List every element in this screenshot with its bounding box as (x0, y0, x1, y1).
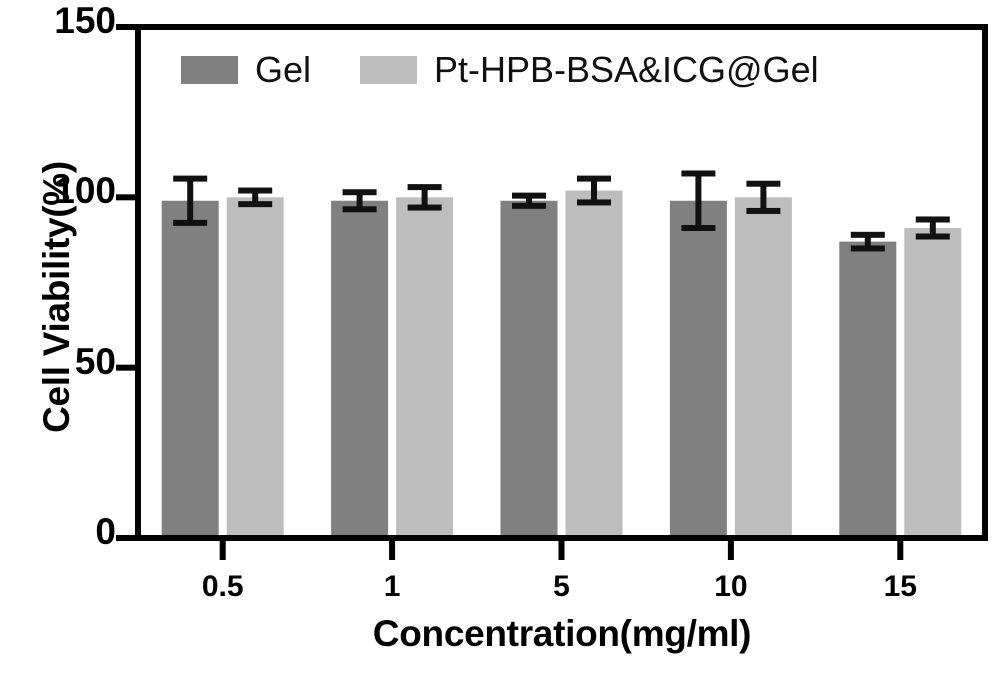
x-axis-title: Concentration(mg/ml) (372, 613, 752, 654)
x-tick-mark (219, 538, 226, 560)
error-bar-cap-upper (407, 184, 442, 191)
x-tick-label: 5 (553, 570, 570, 603)
error-bar-cap-lower (850, 245, 885, 252)
error-bar-line (591, 178, 597, 203)
error-bar-cap-lower (577, 199, 611, 206)
error-bar-cap-upper (342, 189, 377, 196)
error-bar-cap-upper (746, 180, 781, 187)
x-tick-label: 10 (714, 570, 748, 603)
error-bar-cap-upper (173, 175, 208, 182)
x-tick-mark (389, 538, 396, 560)
error-bar-line (864, 234, 871, 249)
error-bar-line (929, 219, 936, 237)
error-bar-cap-lower (173, 219, 208, 226)
error-bar-line (356, 192, 363, 210)
x-tick-label: 0.5 (201, 570, 244, 603)
legend-label: Pt-HPB-BSA&ICG@Gel (434, 49, 819, 90)
y-tick-label-text: 150 (54, 0, 116, 41)
right-spine (982, 24, 988, 541)
error-bar-line (421, 187, 428, 208)
error-bar-cap-upper (577, 175, 611, 182)
error-bar-cap-upper (238, 187, 273, 194)
error-bar-cap-lower (512, 202, 546, 209)
bar-pt-hpb-bsa-icg-gel-1 (396, 197, 454, 536)
error-bar-line (187, 178, 194, 223)
x-tick-mark (897, 538, 904, 560)
error-bar-cap-lower (681, 224, 716, 231)
bar-gel-10 (669, 200, 727, 536)
bar-gel-1 (331, 200, 389, 536)
error-bar-cap-lower (746, 207, 781, 214)
error-bar-line (526, 195, 532, 206)
y-tick-mark (116, 364, 138, 371)
error-bar-line (695, 173, 702, 228)
bar-pt-hpb-bsa-icg-gel-15 (904, 227, 962, 535)
legend-label: Gel (255, 49, 312, 90)
legend-item-2[interactable]: Pt-HPB-BSA&ICG@Gel (360, 52, 819, 88)
error-bar-cap-upper (681, 170, 716, 177)
y-tick-mark (116, 535, 138, 541)
y-tick-mark (116, 24, 138, 30)
x-tick-label: 15 (883, 570, 917, 603)
error-bar-cap-lower (407, 204, 442, 211)
legend-swatch-icon (360, 56, 417, 84)
top-spine (135, 24, 988, 30)
legend-swatch-icon (181, 56, 238, 84)
error-bar-cap-upper (850, 231, 885, 238)
bar-gel-0.5 (161, 200, 219, 536)
error-bar-line (760, 183, 767, 211)
bar-gel-5 (500, 200, 558, 536)
error-bar-cap-lower (342, 206, 377, 213)
y-axis-spine (135, 24, 141, 541)
bar-pt-hpb-bsa-icg-gel-0.5 (226, 197, 284, 536)
x-tick-mark (558, 538, 565, 560)
y-tick-mark (116, 194, 138, 201)
error-bar-cap-upper (512, 192, 546, 199)
error-bar-cap-lower (915, 233, 950, 240)
legend-item-1[interactable]: Gel (181, 52, 311, 88)
error-bar-cap-upper (915, 216, 950, 223)
y-tick-label-text: 100 (54, 170, 116, 212)
y-tick-label-text: 50 (74, 340, 116, 382)
bar-gel-15 (839, 241, 897, 535)
x-tick-mark (727, 538, 734, 560)
bar-pt-hpb-bsa-icg-gel-10 (734, 197, 792, 536)
bar-pt-hpb-bsa-icg-gel-5 (565, 190, 623, 535)
x-tick-label: 1 (383, 570, 401, 603)
error-bar-cap-lower (238, 201, 273, 208)
y-tick-label-text: 0 (95, 511, 116, 552)
error-bar-line (252, 190, 259, 205)
